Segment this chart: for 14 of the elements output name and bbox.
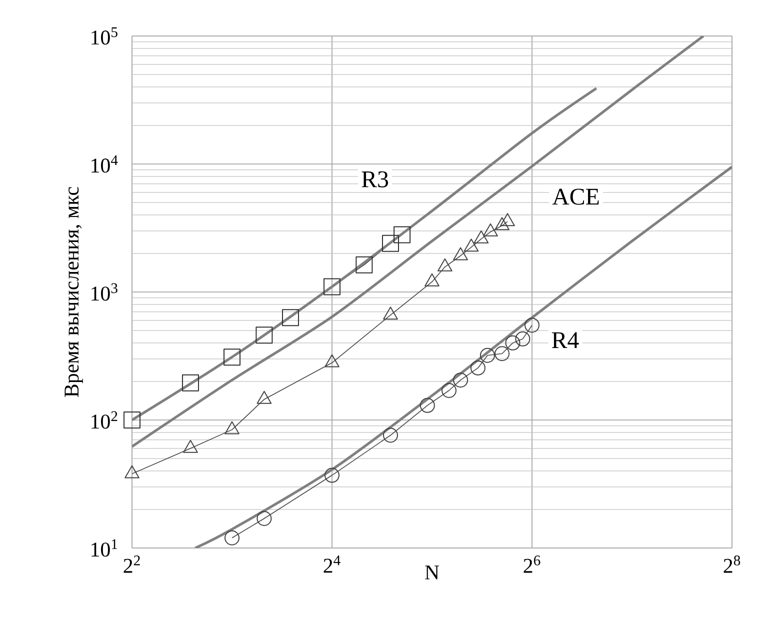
annotation: R3 — [362, 171, 388, 188]
x-tick-label: 2$^{6}$ — [524, 556, 540, 573]
annotation: ACE — [552, 188, 599, 205]
annotation: R4 — [552, 332, 579, 348]
x-axis-title: N — [425, 566, 440, 580]
y-tick-label: 10$^{3}$ — [92, 283, 118, 301]
y-tick-label: 10$^{2}$ — [92, 411, 118, 429]
y-axis-title: Время вычисления, мкс — [64, 187, 83, 397]
y-tick-label: 10$^{5}$ — [92, 27, 118, 45]
x-tick-label: 2$^{4}$ — [324, 556, 340, 573]
y-tick-label: 10$^{1}$ — [92, 539, 118, 557]
y-tick-label: 10$^{4}$ — [92, 155, 118, 173]
x-tick-label: 2$^{2}$ — [124, 556, 140, 573]
x-tick-label: 2$^{8}$ — [724, 556, 740, 573]
